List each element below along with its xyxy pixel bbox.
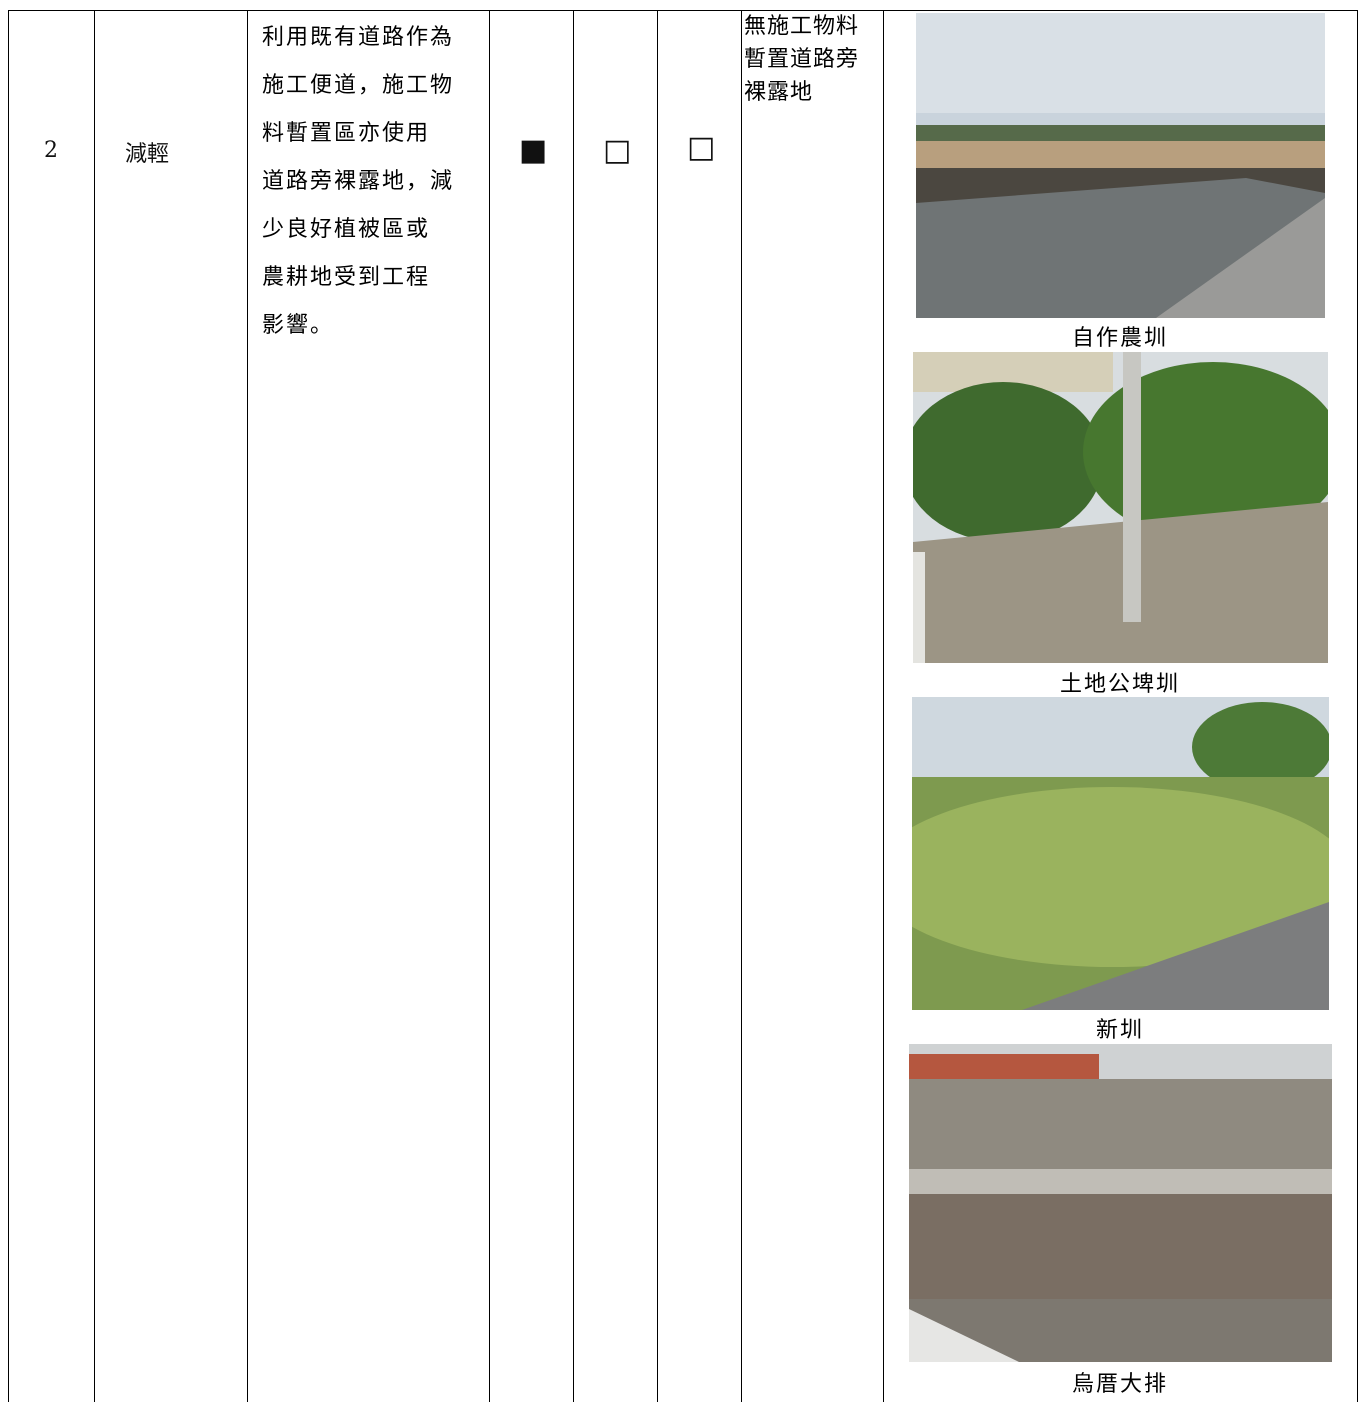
table-border xyxy=(247,10,248,1402)
table-border xyxy=(8,10,9,1402)
row-number: 2 xyxy=(44,138,58,163)
table-border xyxy=(94,10,95,1402)
table-border xyxy=(1357,10,1358,1402)
description-line: 施工便道，施工物 xyxy=(262,73,455,98)
photo xyxy=(916,13,1325,318)
description-line: 少良好植被區或 xyxy=(262,217,431,242)
table-border xyxy=(573,10,574,1402)
photo-caption: 新圳 xyxy=(1095,1018,1144,1043)
photo xyxy=(913,352,1328,663)
description: 利用既有道路作為 施工便道，施工物 料暫置區亦使用 道路旁裸露地，減 少良好植被區或 農耕… xyxy=(262,14,454,350)
table-border xyxy=(741,10,742,1402)
description-line: 道路旁裸露地，減 xyxy=(262,169,455,194)
description-line: 農耕地受到工程 xyxy=(262,265,431,290)
photo xyxy=(912,697,1329,1010)
note-line: 無施工物料 xyxy=(744,14,860,39)
table-border xyxy=(8,10,1358,11)
note-line: 裸露地 xyxy=(744,80,814,105)
note-line: 暫置道路旁 xyxy=(744,47,860,72)
note: 無施工物料暫置道路旁裸露地 xyxy=(744,10,859,109)
photo-caption: 土地公埤圳 xyxy=(1059,672,1180,697)
table-border xyxy=(489,10,490,1402)
description-line: 利用既有道路作為 xyxy=(262,25,455,50)
photo-caption: 自作農圳 xyxy=(1071,326,1168,351)
checkbox: □ xyxy=(687,130,716,165)
table-border xyxy=(883,10,884,1402)
photo xyxy=(909,1044,1332,1362)
checkbox: □ xyxy=(603,133,632,168)
table-border xyxy=(657,10,658,1402)
checkbox: ■ xyxy=(519,133,548,168)
category: 減輕 xyxy=(125,142,170,167)
description-line: 影響。 xyxy=(262,313,335,338)
photo-caption: 烏厝大排 xyxy=(1071,1372,1168,1397)
description-line: 料暫置區亦使用 xyxy=(262,121,431,146)
